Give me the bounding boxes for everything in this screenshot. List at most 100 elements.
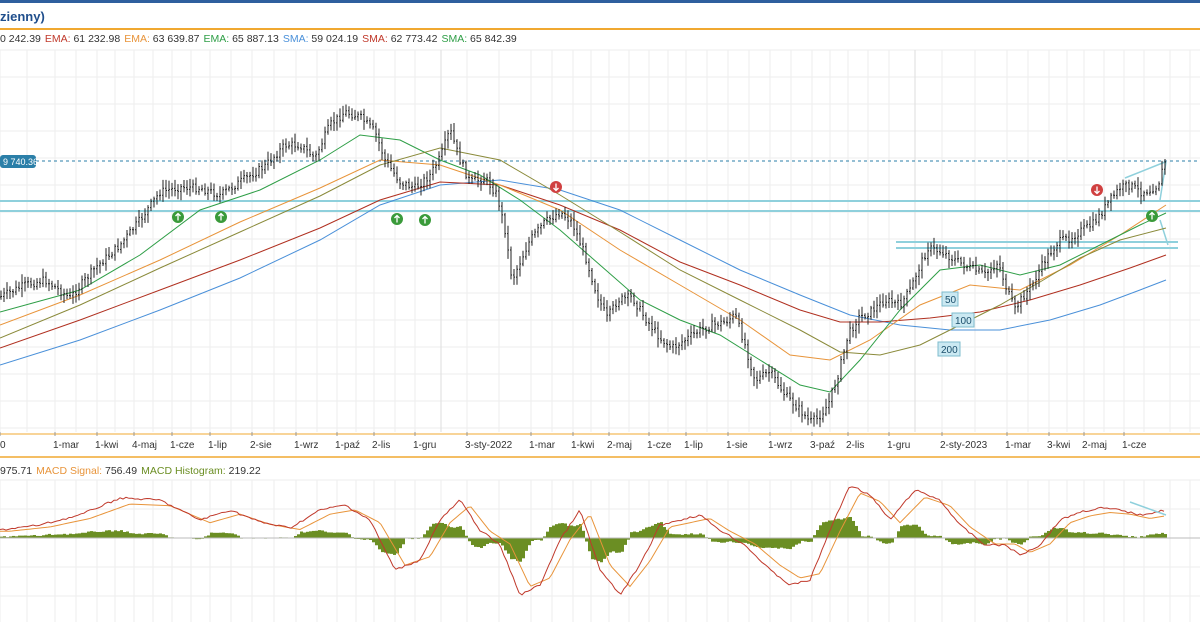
macd-hist-bar xyxy=(618,538,621,553)
macd-hist-bar xyxy=(624,538,627,545)
arrow-up-icon xyxy=(394,214,400,223)
macd-hist-bar xyxy=(432,523,435,538)
macd-hist-bar xyxy=(681,534,684,538)
macd-hist-bar xyxy=(1125,535,1128,538)
macd-hist-bar xyxy=(936,536,939,538)
legend-item-name: EMA: xyxy=(203,33,233,45)
macd-hist-bar xyxy=(102,531,105,538)
macd-hist-bar xyxy=(537,538,540,540)
macd-hist-bar xyxy=(801,538,804,541)
macd-hist-bar xyxy=(213,532,216,538)
macd-hist-bar xyxy=(648,526,651,538)
macd-hist-bar xyxy=(864,536,867,538)
macd-hist-bar xyxy=(117,531,120,538)
macd-hist-bar xyxy=(582,530,585,538)
macd-hist-bar xyxy=(1164,534,1167,538)
macd-hist-bar xyxy=(885,538,888,544)
macd-hist-bar xyxy=(639,530,642,538)
macd-hist-bar xyxy=(396,538,399,554)
macd-hist-bar xyxy=(1068,532,1071,538)
macd-hist-bar xyxy=(891,538,894,543)
macd-hist-bar xyxy=(684,534,687,538)
macd-hist-bar xyxy=(357,538,360,540)
macd-hist-bar xyxy=(1026,538,1029,541)
macd-hist-bar xyxy=(507,538,510,554)
macd-hist-bar xyxy=(468,538,471,542)
x-tick-label: 4-maj xyxy=(132,440,157,451)
macd-hist-bar xyxy=(1065,529,1068,538)
macd-hist-bar xyxy=(957,538,960,545)
macd-hist-bar xyxy=(993,538,996,540)
macd-hist-bar xyxy=(459,526,462,538)
sma-olive-line xyxy=(0,147,1167,356)
legend-item-name: SMA: xyxy=(362,33,391,45)
macd-hist-bar xyxy=(150,533,153,538)
macd-hist-bar xyxy=(165,535,168,538)
macd-hist-bar xyxy=(774,538,777,548)
macd-hist-bar xyxy=(888,538,891,544)
macd-hist-bar xyxy=(849,516,852,538)
macd-hist-bar xyxy=(426,530,429,538)
macd-hist-bar xyxy=(816,530,819,538)
macd-hist-bar xyxy=(36,535,39,538)
macd-hist-bar xyxy=(609,538,612,553)
legend-item-name: EMA: xyxy=(44,33,74,45)
ma-tag-box xyxy=(951,312,975,328)
macd-hist-bar xyxy=(498,538,501,544)
macd-hist-bar xyxy=(1011,538,1014,543)
macd-hist-bar xyxy=(933,535,936,538)
x-tick-label: 1-wrz xyxy=(768,440,792,451)
macd-hist-bar xyxy=(912,524,915,538)
macd-hist-bar xyxy=(1032,536,1035,538)
macd-hist-bar xyxy=(237,535,240,538)
title-bar: zienny) xyxy=(0,3,1200,30)
macd-hist-bar xyxy=(771,538,774,549)
macd-hist-bar xyxy=(606,538,609,556)
macd-hist-bar xyxy=(126,531,129,538)
macd-hist-bar xyxy=(930,536,933,538)
signal-markers xyxy=(172,181,1158,226)
x-tick-label: 1-cze xyxy=(1122,440,1147,451)
macd-hist-bar xyxy=(465,535,468,538)
macd-hist-bar xyxy=(159,533,162,538)
macd-hist-bar xyxy=(675,534,678,538)
arrow-up-icon xyxy=(422,215,428,224)
macd-hist-bar xyxy=(564,523,567,538)
macd-hist-bar xyxy=(33,534,36,538)
top-accent-bar xyxy=(0,0,1200,3)
macd-hist-bar xyxy=(1107,534,1110,538)
chart-title: zienny) xyxy=(0,9,45,24)
macd-hist-bar xyxy=(375,538,378,546)
macd-hist-bar xyxy=(195,538,198,540)
macd-hist-bar xyxy=(318,530,321,538)
macd-hist-bar xyxy=(612,538,615,552)
macd-hist-bar xyxy=(423,534,426,538)
macd-hist-bar xyxy=(513,538,516,560)
x-tick-label: 1-gru xyxy=(887,440,910,451)
macd-hist-bar xyxy=(1098,532,1101,538)
macd-hist-bar xyxy=(561,523,564,538)
macd-hist-bar xyxy=(450,527,453,538)
macd-hist-bar xyxy=(1104,533,1107,538)
x-tick-label: 2-maj xyxy=(1082,440,1107,451)
macd-hist-bar xyxy=(903,525,906,538)
ma-tag-box xyxy=(937,341,961,357)
macd-hist-bar xyxy=(1122,535,1125,538)
macd-hist-bar xyxy=(543,536,546,538)
x-tick-label: 2-sty-2023 xyxy=(940,440,988,451)
macd-hist-bar xyxy=(528,538,531,546)
macd-hist-bar xyxy=(927,535,930,538)
macd-hist-bar xyxy=(1161,532,1164,538)
macd-hist-bar xyxy=(210,532,213,538)
macd-hist-bar xyxy=(228,533,231,538)
macd-hist-bar xyxy=(504,538,507,551)
macd-hist-bar xyxy=(330,532,333,538)
legend-item-value: 61 232.98 xyxy=(73,33,121,45)
macd-hist-bar xyxy=(699,533,702,538)
legend-item-value: 65 887.13 xyxy=(232,33,279,45)
macd-hist-bar xyxy=(369,538,372,541)
macd-hist-bar xyxy=(642,529,645,538)
ma-tag-label: 50 xyxy=(945,295,957,306)
macd-hist-bar xyxy=(630,532,633,538)
